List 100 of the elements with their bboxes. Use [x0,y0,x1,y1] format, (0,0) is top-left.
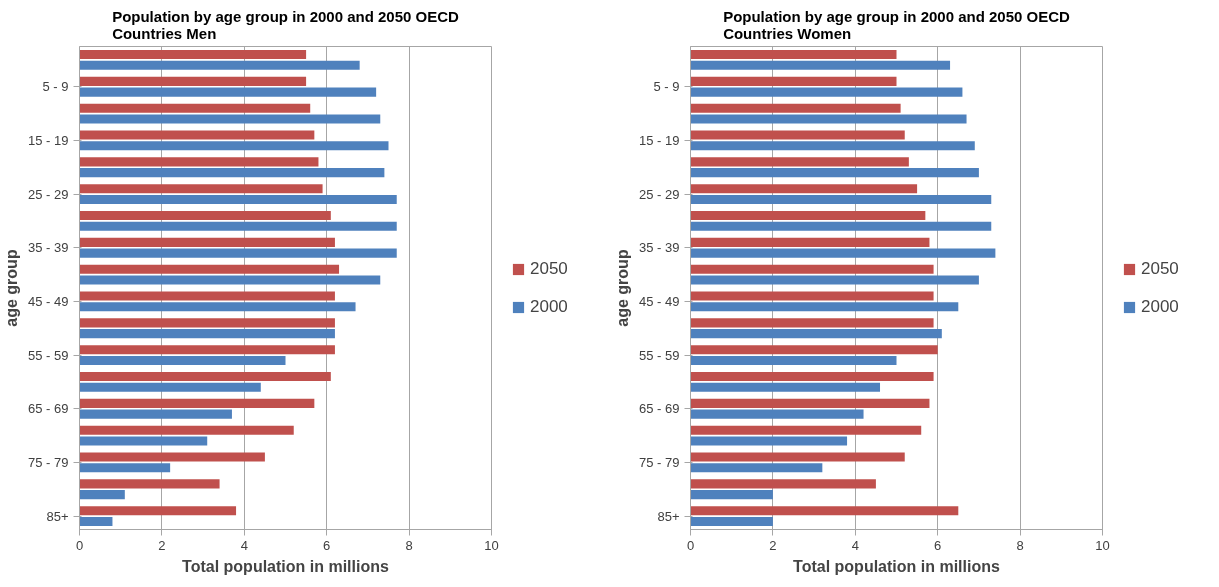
bar [690,76,897,86]
bar [690,382,881,392]
bar [690,87,963,97]
x-tick-label: 0 [686,537,695,553]
bar [690,436,848,446]
bar [690,409,864,419]
bar [79,516,113,527]
bar [690,355,897,366]
bar [690,210,926,221]
bar [690,194,992,205]
bar [690,516,773,527]
y-tick-label: 5 - 9 [42,79,69,95]
bar [690,157,909,167]
bar [690,49,897,60]
bar [79,168,385,178]
legend-label: 2000 [1141,296,1179,317]
bar [79,506,237,516]
bar [690,463,823,473]
y-tick-label: 5 - 9 [653,79,680,95]
bar [690,275,979,285]
bar [79,345,335,355]
x-tick-label: 6 [934,537,942,553]
x-axis-title: Total population in millions [793,557,1000,575]
y-tick-label: 75 - 79 [639,454,680,470]
bar [79,60,360,70]
bar [79,157,319,167]
y-tick-label: 55 - 59 [639,347,680,363]
chart-title: Population by age group in 2000 and 2050 OECD Countries Men [112,7,460,42]
bar [690,221,992,231]
x-tick-label: 0 [75,537,84,553]
bar [79,275,381,285]
bar [690,168,979,178]
bar [79,103,311,113]
bar [690,184,918,194]
bar [690,345,938,355]
bar [79,76,307,86]
y-axis-title: age group [3,249,21,327]
bar [79,264,340,274]
y-tick-label: 35 - 39 [28,240,69,256]
bar [690,479,876,489]
bar [690,130,905,140]
x-tick-label: 2 [769,537,777,553]
x-tick-label: 2 [158,537,166,553]
bar [690,60,951,70]
x-tick-label: 4 [240,537,248,553]
bar [690,490,773,500]
bar [79,248,397,258]
bar [79,302,356,312]
y-tick-label: 45 - 49 [28,293,69,309]
y-tick-label: 35 - 39 [639,240,680,256]
bar [690,506,959,516]
bar [79,329,335,339]
bar [79,114,381,124]
bar [79,194,397,205]
bar [79,318,335,328]
bar [690,237,930,247]
y-tick-label: 65 - 69 [639,401,680,417]
bar [79,398,315,408]
y-tick-label: 25 - 29 [639,186,680,202]
y-tick-label: 45 - 49 [639,293,680,309]
bar [79,452,265,462]
bar [79,237,335,247]
legend-label: 2050 [530,258,568,279]
bar [690,114,967,124]
bar [79,479,220,489]
bar [690,264,934,274]
bar [690,329,942,339]
x-axis-title: Total population in millions [182,557,389,575]
bar [79,184,323,194]
y-tick-label: 55 - 59 [28,347,69,363]
x-tick-label: 10 [484,537,499,553]
bar [690,318,934,328]
bar [79,87,377,97]
y-tick-label: 85+ [657,508,680,524]
x-tick-label: 8 [1016,537,1024,553]
bar [690,302,959,312]
bar [690,452,905,462]
x-tick-label: 10 [1095,537,1110,553]
y-tick-label: 15 - 19 [28,132,69,148]
bar [79,409,232,419]
legend-label: 2050 [1141,258,1179,279]
y-tick-label: 85+ [46,508,69,524]
bar [79,371,331,382]
bar [690,141,975,151]
bar [79,210,331,221]
bar [79,141,389,151]
y-tick-label: 75 - 79 [28,454,69,470]
bar [79,382,261,392]
bar [79,130,315,140]
bar [690,248,996,258]
bar [79,425,294,435]
y-tick-label: 65 - 69 [28,401,69,417]
bar [79,49,307,60]
chart-title: Population by age group in 2000 and 2050 OECD Countries Women [723,7,1071,42]
x-tick-label: 4 [851,537,859,553]
x-tick-label: 8 [405,537,413,553]
bar [79,490,125,500]
y-tick-label: 15 - 19 [639,132,680,148]
bar [79,463,171,473]
bar [690,425,922,435]
